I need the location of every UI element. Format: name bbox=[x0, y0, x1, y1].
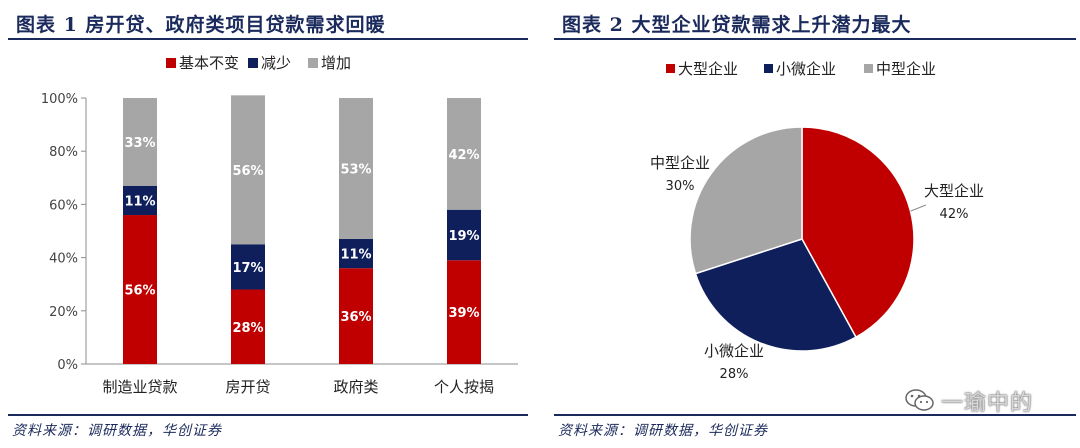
figure-1-top-rule bbox=[8, 38, 528, 40]
data-label: 19% bbox=[448, 229, 479, 244]
wechat-icon bbox=[905, 389, 934, 411]
slice-value-label: 42% bbox=[940, 207, 969, 222]
pie-slice-0 bbox=[801, 126, 915, 339]
legend-label-1: 小微企业 bbox=[776, 60, 836, 78]
x-tick-label: 个人按揭 bbox=[434, 378, 494, 396]
figure-2-panel: 图表 2 大型企业贷款需求上升潜力最大 大型企业 小微企业 中型企业 大型企业 42% 小… bbox=[554, 0, 1076, 448]
legend-swatch-0 bbox=[666, 64, 675, 73]
figure-1-panel: 图表 1 房开贷、政府类项目贷款需求回暖 基本不变 减少 增加 0% 20% 40% 60%… bbox=[8, 0, 528, 448]
bar-segment-2-0 bbox=[339, 268, 373, 364]
y-tick-label: 60% bbox=[49, 198, 78, 213]
slice-name-label: 中型企业 bbox=[650, 154, 710, 172]
bar-segment-3-2 bbox=[447, 98, 481, 210]
x-tick-label: 房开贷 bbox=[225, 378, 270, 396]
figure-1-title: 图表 1 房开贷、政府类项目贷款需求回暖 bbox=[16, 14, 386, 36]
legend-label-1: 减少 bbox=[261, 54, 291, 72]
legend-label-0: 大型企业 bbox=[678, 60, 738, 78]
data-label: 56% bbox=[124, 284, 155, 299]
data-label: 17% bbox=[232, 261, 263, 276]
bar-segment-2-2 bbox=[339, 98, 373, 239]
y-tick-label: 80% bbox=[49, 145, 78, 160]
pie-slice-1 bbox=[694, 238, 857, 352]
slice-value-label: 30% bbox=[666, 179, 695, 194]
figure-1-bottom-rule bbox=[8, 414, 528, 416]
x-tick-label: 政府类 bbox=[333, 378, 378, 396]
legend-label-2: 增加 bbox=[321, 54, 351, 72]
y-tick-label: 40% bbox=[49, 252, 78, 267]
data-label: 36% bbox=[340, 310, 371, 325]
figure-2-top-rule bbox=[554, 38, 1076, 40]
watermark: 一瑜中的 bbox=[905, 384, 1045, 418]
x-tick-label: 制造业贷款 bbox=[102, 378, 177, 396]
legend-swatch-1 bbox=[248, 58, 258, 68]
pie-slice-2 bbox=[689, 126, 803, 275]
bar-segment-3-1 bbox=[447, 209, 481, 261]
bar-segment-0-2 bbox=[123, 98, 157, 186]
y-tick-label: 0% bbox=[57, 358, 78, 373]
data-label: 33% bbox=[124, 136, 155, 151]
figure-2-source: 资料来源：调研数据，华创证券 bbox=[558, 423, 768, 439]
data-label: 11% bbox=[124, 194, 155, 209]
watermark-text: 一瑜中的 bbox=[941, 391, 1034, 416]
bar-segment-1-2 bbox=[231, 95, 265, 245]
data-label: 53% bbox=[340, 162, 371, 177]
bar-segment-2-1 bbox=[339, 238, 373, 269]
y-tick-label: 100% bbox=[41, 92, 78, 107]
bar-segment-1-1 bbox=[231, 244, 265, 290]
figure-2-title: 图表 2 大型企业贷款需求上升潜力最大 bbox=[562, 14, 912, 36]
legend-label-0: 基本不变 bbox=[179, 54, 239, 72]
data-label: 39% bbox=[448, 306, 479, 321]
legend-swatch-1 bbox=[764, 64, 773, 73]
legend-label-2: 中型企业 bbox=[876, 60, 936, 78]
figure-2-bottom-rule bbox=[554, 414, 1076, 416]
slice-name-label: 小微企业 bbox=[704, 342, 764, 360]
data-label: 11% bbox=[340, 248, 371, 263]
slice-value-label: 28% bbox=[720, 367, 749, 382]
bar-segment-0-1 bbox=[123, 185, 157, 216]
bar-segment-1-0 bbox=[231, 289, 265, 364]
legend-swatch-2 bbox=[308, 58, 318, 68]
legend-swatch-2 bbox=[864, 64, 873, 73]
figure-1-source: 资料来源：调研数据，华创证券 bbox=[12, 423, 222, 439]
data-label: 56% bbox=[232, 164, 263, 179]
leader-line bbox=[910, 204, 927, 212]
data-label: 42% bbox=[448, 148, 479, 163]
legend-swatch-0 bbox=[166, 58, 176, 68]
stacked-bar-chart: 基本不变 减少 增加 0% 20% 40% 60% 80% 100% 56% 11% 33% 制造业贷款… bbox=[41, 54, 518, 396]
bar-segment-3-0 bbox=[447, 260, 481, 364]
y-tick-label: 20% bbox=[49, 305, 78, 320]
bar-segment-0-0 bbox=[123, 215, 157, 364]
slice-name-label: 大型企业 bbox=[924, 182, 984, 200]
data-label: 28% bbox=[232, 321, 263, 336]
